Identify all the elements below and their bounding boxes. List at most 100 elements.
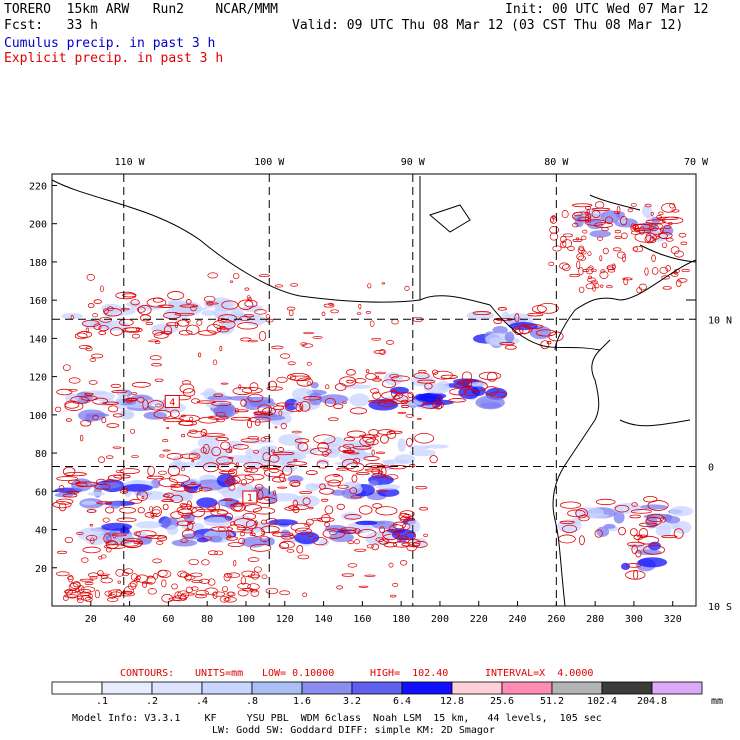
contour-loop xyxy=(562,233,574,238)
contour-loop xyxy=(287,461,308,466)
contour-loop xyxy=(303,396,321,401)
contour-loop xyxy=(354,378,367,384)
contour-loop xyxy=(87,593,93,599)
contour-loop xyxy=(284,506,299,511)
contour-loop xyxy=(585,214,589,224)
contour-loop xyxy=(68,388,78,392)
contour-loop xyxy=(236,526,246,531)
x-tick-label: 140 xyxy=(315,614,333,625)
contour-loop xyxy=(375,537,385,542)
contour-loop xyxy=(585,266,594,275)
contour-loop xyxy=(549,226,560,234)
contour-loop xyxy=(466,381,488,392)
precip-cell xyxy=(164,307,190,321)
contour-loop xyxy=(58,485,65,491)
contour-loop xyxy=(238,537,246,545)
contour-loop xyxy=(659,266,669,274)
contour-loop xyxy=(592,284,596,292)
contour-loop xyxy=(400,399,409,405)
contour-loop xyxy=(217,314,238,323)
contour-loop xyxy=(246,295,251,301)
contour-loop xyxy=(254,419,261,427)
contour-loop xyxy=(325,384,330,390)
contour-loop xyxy=(559,501,582,509)
contour-loop xyxy=(659,227,664,233)
contour-loop xyxy=(286,549,295,553)
contour-loop xyxy=(323,303,335,308)
contour-loop xyxy=(287,373,310,381)
coastline-segment xyxy=(419,295,611,351)
contour-loop xyxy=(419,507,429,511)
contour-loop xyxy=(237,322,259,330)
contour-loop xyxy=(281,534,294,540)
contour-loop xyxy=(399,516,410,522)
contour-loop xyxy=(514,313,520,323)
contour-loop xyxy=(364,468,381,472)
contour-label: CONTOURS: xyxy=(120,668,175,679)
contour-loop xyxy=(174,312,195,316)
contour-loop xyxy=(644,267,649,276)
forecast-hour: Fcst: 33 h xyxy=(4,18,98,33)
contour-loop xyxy=(179,304,199,308)
contour-loop xyxy=(375,489,389,492)
contour-loop xyxy=(661,535,678,539)
contour-loop xyxy=(76,595,84,604)
contour-loop xyxy=(150,513,158,517)
contour-loop xyxy=(341,458,358,470)
precip-cell xyxy=(203,516,231,527)
contour-loop xyxy=(179,502,187,509)
contour-loop xyxy=(220,382,229,385)
precip-cell xyxy=(349,393,370,407)
contour-loop xyxy=(119,468,140,474)
contour-loop xyxy=(232,273,240,280)
contour-loop xyxy=(431,369,439,375)
contour-loop xyxy=(97,456,106,464)
contour-loop xyxy=(230,521,236,526)
contour-loop xyxy=(177,570,188,578)
contour-loop xyxy=(310,447,332,456)
precip-cell xyxy=(119,409,135,420)
contour-loop xyxy=(383,400,395,405)
coastline-segment xyxy=(639,244,697,263)
coastline-segment xyxy=(619,419,691,427)
contour-loop xyxy=(146,576,156,585)
contour-loop xyxy=(263,468,284,478)
color-scale-swatch xyxy=(51,681,103,695)
contour-loop xyxy=(201,536,213,541)
precip-cell xyxy=(150,479,161,489)
contour-loop xyxy=(191,580,203,583)
contour-loop xyxy=(365,369,370,374)
contour-loop xyxy=(380,434,389,444)
contour-loop xyxy=(631,544,638,555)
contour-loop xyxy=(54,406,62,413)
contour-loop xyxy=(214,502,220,512)
x-tick-label: 20 xyxy=(85,614,97,625)
lat-lon-graticule xyxy=(52,174,696,606)
contour-loop xyxy=(129,499,143,504)
contour-loop xyxy=(182,388,196,397)
contour-loop xyxy=(240,399,247,407)
contour-loop xyxy=(142,399,149,410)
contour-loop xyxy=(365,372,377,381)
contour-loop xyxy=(678,232,687,238)
contour-loop xyxy=(572,222,579,228)
contour-loop xyxy=(64,400,80,409)
contour-loop xyxy=(62,364,71,371)
contour-loop xyxy=(242,529,254,534)
precip-cell xyxy=(235,314,244,321)
precip-cell xyxy=(612,503,643,514)
contour-loop xyxy=(668,221,673,226)
contour-loop xyxy=(622,253,626,263)
shaded-field-title: Cumulus precip. in past 3 h xyxy=(4,36,216,51)
x-tick-label: 60 xyxy=(162,614,174,625)
precip-cell xyxy=(167,524,179,536)
contour-loop xyxy=(152,558,162,564)
contour-loop xyxy=(572,238,583,242)
y-axis-ticks: 20 40 60 80 100 120 140 160 180 200 220 xyxy=(29,181,57,575)
contour-loop xyxy=(147,575,154,579)
contour-loop xyxy=(213,393,224,397)
contour-loop xyxy=(375,506,398,516)
x-tick-label: 220 xyxy=(470,614,488,625)
contour-loop xyxy=(177,319,190,327)
contour-loop xyxy=(190,398,201,404)
